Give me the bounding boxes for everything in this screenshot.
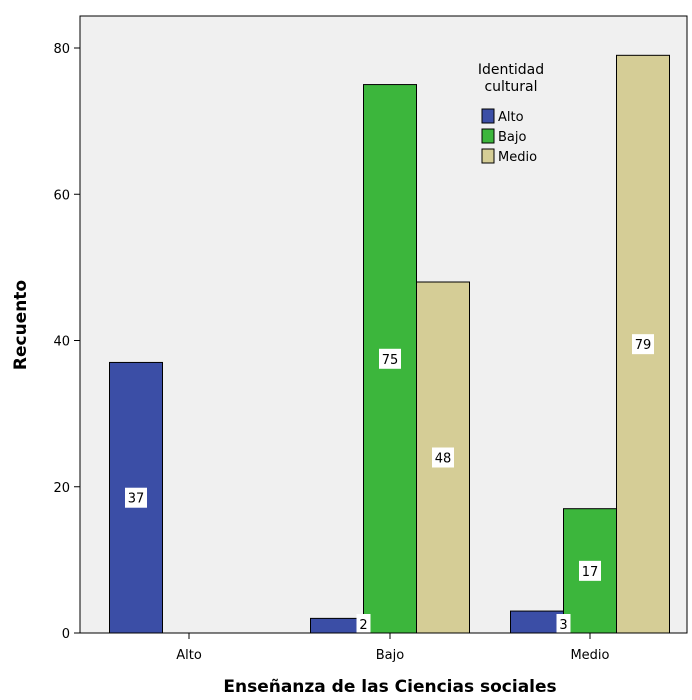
- x-axis-title: Enseñanza de las Ciencias sociales: [223, 677, 556, 697]
- data-label-box: [432, 447, 454, 468]
- legend-swatch-alto: [481, 108, 495, 124]
- legend-swatch-medio: [481, 148, 495, 164]
- data-label: 3: [559, 618, 567, 633]
- y-tick-label: 40: [53, 335, 70, 350]
- y-tick-label: 0: [62, 627, 70, 642]
- data-label-box: [125, 487, 147, 508]
- data-label: 17: [582, 565, 599, 580]
- plot-frame: [79, 15, 688, 634]
- legend-label-bajo: Bajo: [498, 130, 526, 145]
- data-label-box: [579, 560, 601, 581]
- data-label: 2: [359, 618, 367, 633]
- data-label: 48: [435, 452, 452, 467]
- data-label-box: [556, 614, 571, 634]
- y-tick-label: 60: [53, 188, 70, 203]
- x-tick-label: Medio: [570, 648, 609, 663]
- data-label: 37: [128, 492, 145, 507]
- data-label: 79: [635, 338, 652, 353]
- data-label-box: [356, 614, 371, 634]
- x-tick-label: Alto: [176, 648, 202, 663]
- legend-title-line2: cultural: [484, 79, 537, 95]
- y-tick-label: 80: [53, 42, 70, 57]
- y-tick-label: 20: [53, 481, 70, 496]
- data-labels-layer: 37 2 75 48 3 17 79: [125, 334, 654, 634]
- data-label-box: [379, 348, 401, 369]
- legend: Identidad cultural Alto Bajo Medio: [478, 62, 544, 165]
- axes-layer: 0 20 40 60 80 Alto Bajo Medio: [53, 15, 688, 663]
- legend-label-alto: Alto: [498, 110, 524, 125]
- y-axis-title: Recuento: [11, 280, 31, 370]
- bars-layer: [109, 54, 670, 634]
- legend-label-medio: Medio: [498, 150, 537, 165]
- legend-title-line1: Identidad: [478, 62, 544, 78]
- legend-swatch-bajo: [481, 128, 495, 144]
- x-tick-label: Bajo: [376, 648, 404, 663]
- data-label: 75: [382, 353, 399, 368]
- data-label-box: [632, 334, 654, 355]
- bar-bajo-alto: [310, 617, 364, 634]
- bar-medio-alto: [510, 610, 564, 634]
